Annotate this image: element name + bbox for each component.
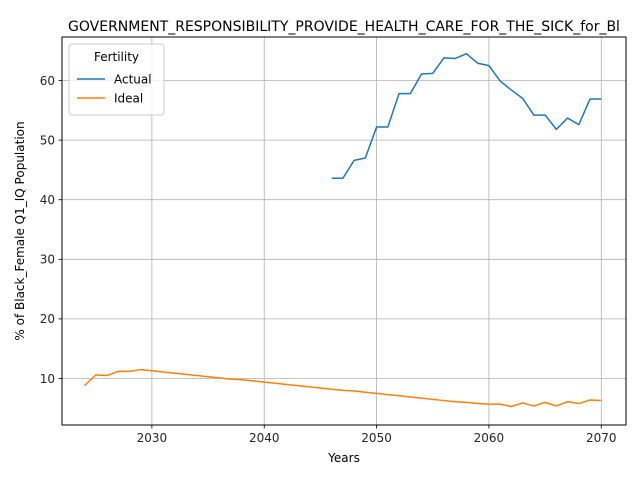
y-tick-label: 20 [40, 312, 55, 326]
y-tick-label: 10 [40, 372, 55, 386]
x-tick-label: 2030 [137, 431, 168, 445]
plot-frame [61, 36, 627, 426]
y-tick-label: 30 [40, 253, 55, 267]
legend-label-ideal: Ideal [114, 91, 143, 105]
y-axis-label: % of Black_Female Q1_IQ Population [13, 121, 27, 340]
legend-title: Fertility [94, 50, 139, 64]
legend-label-actual: Actual [114, 72, 152, 86]
legend: Fertility Actual Ideal [68, 43, 165, 116]
x-tick-label: 2040 [249, 431, 280, 445]
x-axis-label: Years [327, 451, 360, 465]
chart-title: GOVERNMENT_RESPONSIBILITY_PROVIDE_HEALTH… [68, 19, 620, 35]
x-tick-label: 2050 [361, 431, 392, 445]
y-tick-label: 40 [40, 193, 55, 207]
y-tick-label: 60 [40, 74, 55, 88]
series-layer [83, 52, 602, 408]
x-tick-label: 2060 [474, 431, 505, 445]
series-line-ideal [83, 368, 602, 408]
grid [62, 37, 626, 425]
y-tick-label: 50 [40, 133, 55, 147]
series-line-actual [331, 52, 602, 179]
x-tick-label: 2070 [586, 431, 617, 445]
